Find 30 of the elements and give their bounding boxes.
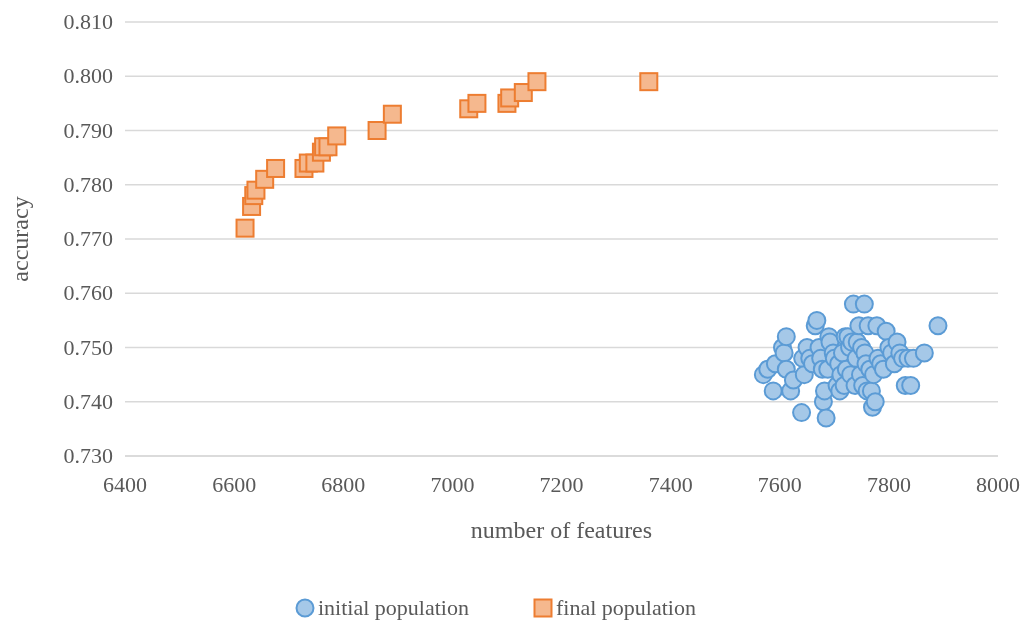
point xyxy=(639,72,659,92)
point xyxy=(527,72,547,92)
y-tick-label: 0.790 xyxy=(63,117,113,143)
x-tick-label: 6600 xyxy=(212,472,257,497)
point xyxy=(327,126,347,146)
x-axis-title: number of features xyxy=(470,517,653,543)
y-tick-label: 0.800 xyxy=(63,63,113,89)
y-tick-label: 0.740 xyxy=(63,388,113,414)
legend-label: initial population xyxy=(318,595,469,620)
point xyxy=(467,93,487,113)
point xyxy=(367,121,387,140)
point xyxy=(382,104,402,124)
point xyxy=(235,218,255,238)
y-tick-label: 0.780 xyxy=(63,171,113,197)
y-tick-label: 0.750 xyxy=(63,334,113,360)
x-tick-label: 7600 xyxy=(757,472,802,497)
x-tick-label: 7800 xyxy=(866,472,911,497)
x-tick-label: 7400 xyxy=(648,472,693,497)
y-tick-label: 0.810 xyxy=(63,9,113,34)
point xyxy=(266,158,286,178)
y-tick-label: 0.760 xyxy=(63,280,113,306)
legend-label: final population xyxy=(556,595,696,620)
y-tick-label: 0.770 xyxy=(63,226,113,251)
y-axis-title: accuracy xyxy=(7,196,33,282)
x-tick-label: 6800 xyxy=(321,472,366,497)
x-tick-label: 6400 xyxy=(103,472,147,497)
x-tick-label: 7200 xyxy=(539,472,584,497)
x-tick-label: 7000 xyxy=(430,472,475,497)
x-tick-label: 8000 xyxy=(976,472,1020,497)
y-tick-label: 0.730 xyxy=(63,443,113,468)
